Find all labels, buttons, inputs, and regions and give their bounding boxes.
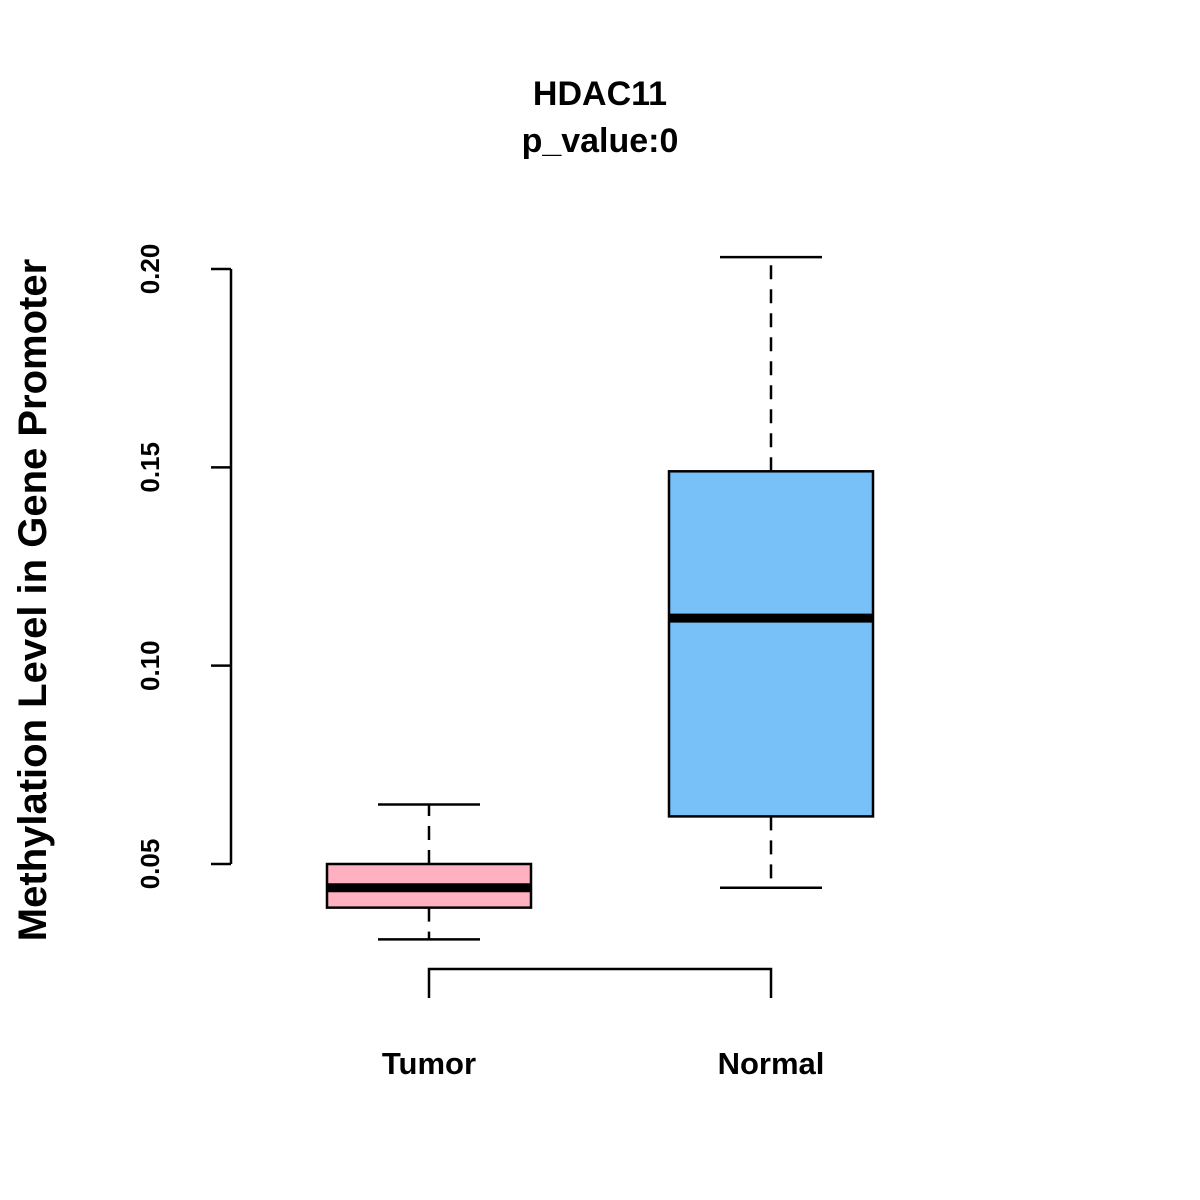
y-axis-label: Methylation Level in Gene Promoter [11, 259, 55, 941]
box-layer [325, 255, 875, 941]
iqr-box [667, 470, 875, 818]
comparison-bracket [427, 967, 773, 998]
box-tumor [325, 803, 533, 941]
chart-title: HDAC11 [533, 75, 667, 113]
y-tick-label: 0.15 [135, 442, 165, 493]
y-axis: 0.05 0.10 0.15 0.20 [135, 244, 233, 890]
category-label-tumor: Tumor [382, 1046, 476, 1081]
box-normal [667, 255, 875, 890]
comparison-bracket-layer [427, 967, 773, 998]
y-tick-label: 0.10 [135, 640, 165, 691]
y-tick-label: 0.20 [135, 244, 165, 295]
category-labels: Tumor Normal [382, 1046, 824, 1081]
category-label-normal: Normal [718, 1046, 825, 1081]
chart-subtitle: p_value:0 [522, 122, 679, 160]
y-tick-label: 0.05 [135, 839, 165, 890]
